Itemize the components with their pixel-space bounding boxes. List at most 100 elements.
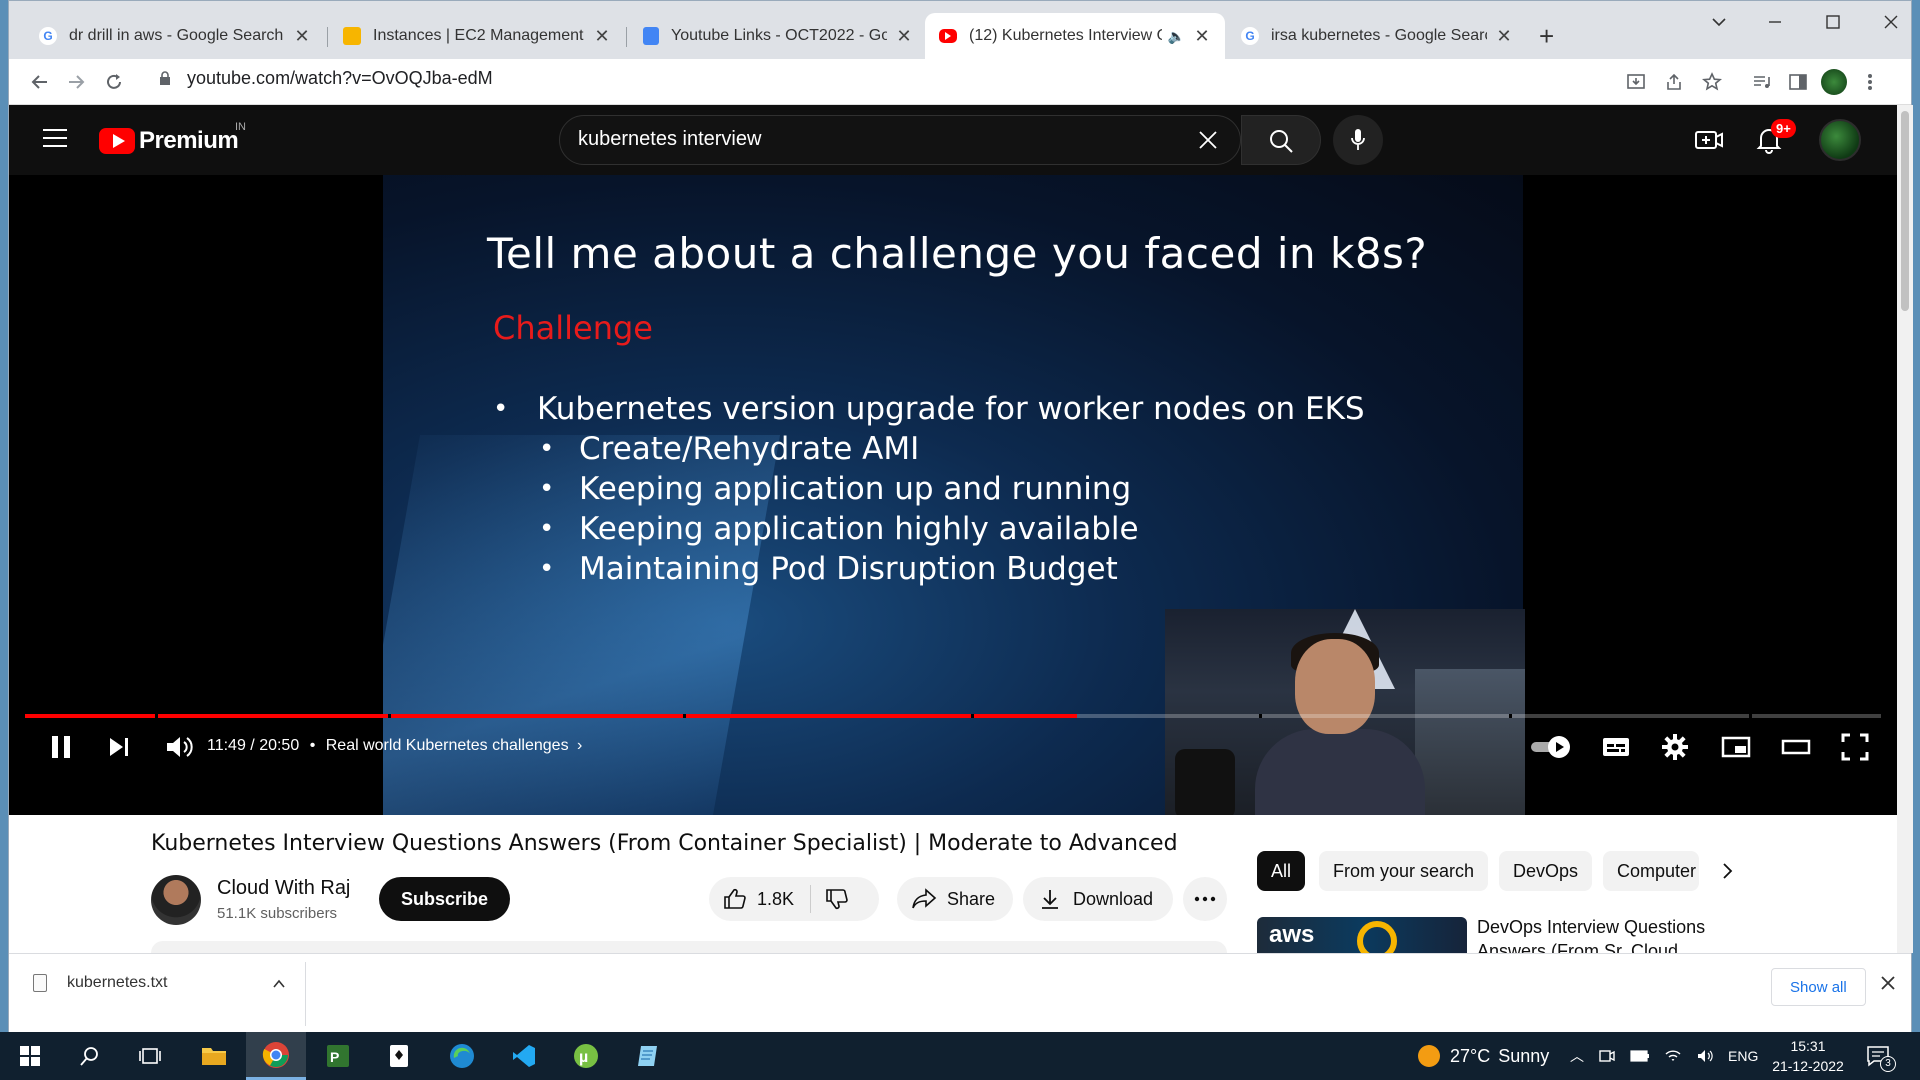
windows-start-icon[interactable]	[12, 1040, 48, 1072]
theater-mode-button[interactable]	[1781, 727, 1811, 767]
task-view-icon[interactable]	[132, 1040, 168, 1072]
dislike-button[interactable]	[811, 887, 863, 911]
solitaire-icon[interactable]	[382, 1040, 418, 1072]
channel-name[interactable]: Cloud With Raj	[217, 877, 351, 899]
minimize-button[interactable]	[1755, 13, 1795, 37]
install-app-icon[interactable]	[1623, 69, 1649, 95]
notepad-icon[interactable]	[630, 1040, 666, 1072]
clear-search-icon[interactable]	[1196, 128, 1220, 152]
close-download-bar-icon[interactable]	[1879, 974, 1897, 992]
close-tab-icon[interactable]: ✕	[1194, 25, 1210, 46]
speaker-icon[interactable]: 🔈	[1167, 27, 1185, 44]
chapter-title[interactable]: Real world Kubernetes challenges	[325, 737, 569, 754]
download-item[interactable]: kubernetes.txt	[33, 974, 168, 992]
vscode-icon[interactable]	[506, 1040, 542, 1072]
meet-now-icon[interactable]	[1598, 1047, 1616, 1065]
share-page-icon[interactable]	[1661, 69, 1687, 95]
tab-search-chevron-icon[interactable]	[1699, 13, 1739, 37]
more-actions-button[interactable]	[1183, 877, 1227, 921]
chevron-right-icon[interactable]: ›	[577, 737, 583, 754]
tab-google-search-2[interactable]: G irsa kubernetes - Google Search ✕	[1227, 13, 1527, 59]
chrome-taskbar-icon[interactable]	[246, 1032, 306, 1080]
like-button[interactable]: 1.8K	[709, 887, 810, 911]
tab-ec2-instances[interactable]: Instances | EC2 Management Cor ✕	[329, 13, 625, 59]
subtitles-icon	[1603, 738, 1629, 756]
account-avatar[interactable]	[1819, 119, 1861, 161]
bookmark-star-icon[interactable]	[1699, 69, 1725, 95]
download-label: Download	[1073, 888, 1154, 909]
menu-dots-icon[interactable]	[1857, 69, 1883, 95]
address-bar[interactable]: youtube.com/watch?v=OvOQJba-edM	[187, 68, 493, 88]
tab-strip: G dr drill in aws - Google Search ✕ Inst…	[9, 1, 1911, 59]
clock[interactable]: 15:31 21-12-2022	[1768, 1036, 1848, 1076]
reload-icon[interactable]	[101, 69, 127, 95]
file-explorer-icon[interactable]	[196, 1040, 232, 1072]
close-tab-icon[interactable]: ✕	[896, 25, 912, 46]
hamburger-menu-icon[interactable]	[43, 129, 67, 149]
chevron-up-icon[interactable]: ︿	[1570, 1048, 1584, 1064]
subscriber-count: 51.1K subscribers	[217, 905, 338, 922]
chevron-up-icon[interactable]	[271, 976, 287, 992]
volume-icon[interactable]	[1696, 1047, 1714, 1065]
lock-icon[interactable]	[159, 71, 171, 85]
voice-search-button[interactable]	[1333, 115, 1383, 165]
back-arrow-icon[interactable]	[27, 69, 53, 95]
tab-youtube-video[interactable]: (12) Kubernetes Interview Qu 🔈 ✕	[925, 13, 1225, 59]
next-button[interactable]	[107, 727, 131, 767]
new-tab-button[interactable]: +	[1539, 21, 1555, 51]
video-player[interactable]: Tell me about a challenge you faced in k…	[9, 175, 1897, 815]
create-video-icon[interactable]	[1694, 125, 1724, 155]
recommendation-title[interactable]: DevOps Interview Questions Answers (From…	[1477, 917, 1706, 953]
mute-button[interactable]	[165, 727, 193, 767]
subscribe-button[interactable]: Subscribe	[379, 877, 511, 921]
media-control-icon[interactable]	[1749, 69, 1775, 95]
tab-google-search-1[interactable]: G dr drill in aws - Google Search ✕	[25, 13, 325, 59]
action-center-button[interactable]: 3	[1866, 1032, 1896, 1080]
search-button[interactable]	[1241, 115, 1321, 165]
page-scrollbar[interactable]	[1897, 105, 1913, 953]
chip-computer[interactable]: Computer	[1603, 851, 1699, 891]
weather-widget[interactable]: 27°C Sunny	[1418, 1032, 1549, 1080]
wifi-icon[interactable]	[1664, 1047, 1682, 1065]
close-tab-icon[interactable]: ✕	[294, 25, 310, 46]
description-box[interactable]	[151, 941, 1227, 953]
chip-from-your-search[interactable]: From your search	[1319, 851, 1489, 891]
channel-avatar[interactable]	[151, 875, 201, 925]
download-button[interactable]: Download	[1023, 877, 1174, 921]
miniplayer-button[interactable]	[1721, 727, 1751, 767]
language-indicator[interactable]: ENG	[1728, 1048, 1759, 1064]
search-input[interactable]	[578, 128, 1078, 151]
youtube-logo[interactable]: Premium IN	[99, 121, 246, 155]
slide-subtitle: Challenge	[493, 309, 653, 347]
edge-icon[interactable]	[444, 1040, 480, 1072]
close-window-button[interactable]	[1871, 13, 1911, 37]
more-horizontal-icon	[1194, 896, 1216, 902]
chip-all[interactable]: All	[1257, 851, 1306, 891]
maximize-button[interactable]	[1813, 13, 1853, 37]
recommendation-thumbnail[interactable]: aws	[1257, 917, 1467, 953]
chevron-right-icon[interactable]	[1717, 861, 1737, 881]
close-tab-icon[interactable]: ✕	[1496, 25, 1512, 46]
tab-youtube-links-doc[interactable]: Youtube Links - OCT2022 - Goog ✕	[629, 13, 927, 59]
share-button[interactable]: Share	[897, 877, 1014, 921]
progress-bar[interactable]	[25, 714, 1881, 718]
autoplay-toggle[interactable]	[1529, 727, 1573, 767]
profile-avatar[interactable]	[1821, 69, 1847, 95]
chip-devops[interactable]: DevOps	[1499, 851, 1593, 891]
settings-button[interactable]	[1661, 727, 1689, 767]
search-icon[interactable]	[72, 1040, 108, 1072]
utorrent-icon[interactable]: µ	[568, 1040, 604, 1072]
share-arrow-icon	[912, 888, 937, 909]
forward-arrow-icon[interactable]	[63, 69, 89, 95]
google-icon: G	[39, 27, 57, 45]
autoplay-toggle-icon	[1531, 736, 1570, 758]
subtitles-button[interactable]	[1601, 727, 1631, 767]
close-tab-icon[interactable]: ✕	[594, 25, 610, 46]
side-panel-icon[interactable]	[1785, 69, 1811, 95]
project-app-icon[interactable]: P	[320, 1040, 356, 1072]
pause-button[interactable]	[49, 727, 73, 767]
tab-title: Youtube Links - OCT2022 - Goog	[671, 27, 887, 44]
show-all-button[interactable]: Show all	[1771, 968, 1866, 1006]
battery-icon[interactable]	[1630, 1049, 1650, 1063]
fullscreen-button[interactable]	[1841, 727, 1869, 767]
